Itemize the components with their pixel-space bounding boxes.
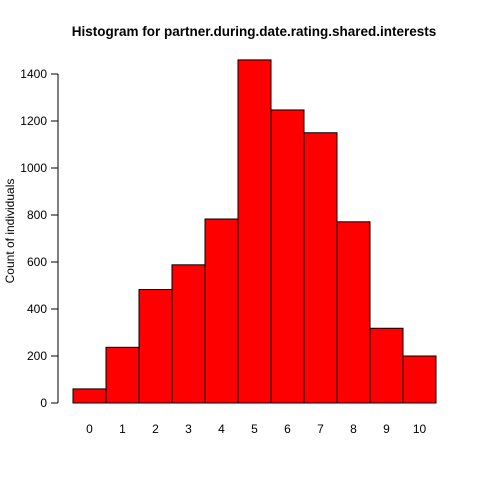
- x-tick-label-8: 8: [350, 422, 357, 436]
- x-tick-labels: 0 1 2 3 4 5 6 7 8 9 10: [86, 422, 426, 436]
- bar-8: [336, 221, 371, 404]
- x-tick-label-7: 7: [317, 422, 324, 436]
- y-tick-label-200: 200: [27, 349, 47, 363]
- bar-2: [138, 288, 173, 404]
- x-tick-label-5: 5: [251, 422, 258, 436]
- y-tick-label-0: 0: [40, 396, 47, 410]
- y-axis: 0 200 400 600 800 1000 1200 1400: [20, 67, 59, 410]
- x-tick-label-4: 4: [218, 422, 225, 436]
- x-tick-label-2: 2: [152, 422, 159, 436]
- bar-7: [303, 132, 338, 404]
- bar-6: [270, 109, 305, 404]
- x-tick-label-3: 3: [185, 422, 192, 436]
- bar-4: [204, 218, 239, 404]
- y-tick-label-600: 600: [27, 255, 47, 269]
- y-tick-label-1200: 1200: [20, 114, 47, 128]
- y-tick-label-1400: 1400: [20, 67, 47, 81]
- x-tick-label-0: 0: [86, 422, 93, 436]
- chart-title: Histogram for partner.during.date.rating…: [72, 24, 437, 39]
- x-tick-label-10: 10: [413, 422, 427, 436]
- bar-0: [72, 388, 107, 404]
- y-tick-label-400: 400: [27, 302, 47, 316]
- bar-5: [237, 59, 272, 404]
- y-tick-label-800: 800: [27, 208, 47, 222]
- bars-group: [72, 59, 437, 404]
- x-tick-label-6: 6: [284, 422, 291, 436]
- y-tick-label-1000: 1000: [20, 161, 47, 175]
- bar-10: [402, 355, 437, 404]
- bar-9: [369, 327, 404, 404]
- bar-1: [105, 346, 140, 404]
- x-tick-label-9: 9: [383, 422, 390, 436]
- x-tick-label-1: 1: [119, 422, 126, 436]
- y-axis-title: Count of individuals: [3, 179, 17, 284]
- bar-3: [171, 264, 206, 404]
